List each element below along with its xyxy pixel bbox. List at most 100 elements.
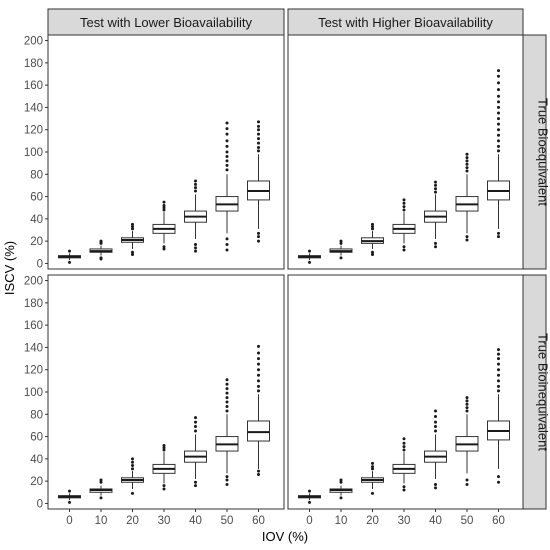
y-tick-label: 80 bbox=[30, 169, 43, 181]
outlier-point bbox=[225, 404, 229, 408]
panel-border bbox=[47, 274, 285, 510]
outlier-point bbox=[194, 179, 197, 183]
outlier-point bbox=[497, 480, 500, 484]
outlier-point bbox=[194, 189, 197, 193]
boxes bbox=[58, 154, 510, 501]
outlier-point bbox=[131, 253, 134, 257]
outlier-point bbox=[402, 208, 406, 212]
outlier-point bbox=[194, 425, 197, 429]
x-tick-label: 0 bbox=[66, 515, 72, 527]
outlier-point bbox=[257, 362, 260, 366]
outlier-point bbox=[131, 222, 134, 226]
outlier-point bbox=[225, 475, 229, 479]
y-tick-label: 0 bbox=[37, 258, 43, 270]
outlier-point bbox=[371, 222, 374, 226]
boxplot bbox=[247, 394, 270, 469]
outlier-point bbox=[225, 482, 229, 486]
outlier-point bbox=[194, 242, 197, 246]
outlier-point bbox=[225, 400, 229, 404]
panel-background bbox=[48, 35, 284, 269]
outlier-point bbox=[162, 206, 166, 210]
outlier-point bbox=[225, 144, 229, 148]
outlier-point bbox=[497, 235, 500, 239]
outlier-point bbox=[497, 74, 500, 78]
outlier-point bbox=[434, 241, 437, 245]
outlier-point bbox=[257, 137, 260, 141]
outlier-point bbox=[257, 124, 260, 128]
outlier-point bbox=[194, 186, 197, 190]
outlier-point bbox=[68, 500, 71, 504]
outlier-point bbox=[434, 420, 437, 424]
outlier-point bbox=[194, 246, 197, 250]
outlier-point bbox=[257, 357, 260, 361]
outlier-point bbox=[225, 154, 229, 158]
outlier-point bbox=[257, 146, 260, 150]
outlier-point bbox=[465, 162, 469, 166]
outlier-point bbox=[465, 478, 469, 482]
outlier-point bbox=[194, 429, 197, 433]
outlier-point bbox=[497, 389, 500, 393]
outlier-point bbox=[497, 379, 500, 383]
boxplot bbox=[424, 434, 447, 479]
column-strip bbox=[287, 8, 524, 36]
outlier-point bbox=[225, 242, 229, 246]
column-strip-label: Test with Higher Bioavailability bbox=[318, 15, 493, 30]
outlier-point bbox=[162, 446, 166, 450]
x-tick-label: 20 bbox=[366, 515, 379, 527]
outlier-point bbox=[257, 368, 260, 372]
panel-background bbox=[48, 275, 284, 509]
outlier-point bbox=[497, 133, 500, 137]
outlier-point bbox=[497, 231, 500, 235]
outlier-point bbox=[225, 139, 229, 143]
x-tick-label: 30 bbox=[398, 515, 411, 527]
outlier-point bbox=[162, 448, 166, 452]
outlier-point bbox=[194, 182, 197, 186]
x-tick-label: 0 bbox=[306, 515, 312, 527]
outlier-point bbox=[402, 488, 406, 492]
outlier-point bbox=[225, 378, 229, 382]
outlier-point bbox=[465, 482, 469, 486]
outlier-point bbox=[162, 487, 166, 491]
outlier-point bbox=[497, 81, 500, 85]
outlier-point bbox=[131, 227, 134, 231]
outlier-point bbox=[225, 396, 229, 400]
outlier-point bbox=[497, 362, 500, 366]
outlier-point bbox=[465, 396, 469, 400]
y-tick-label: 120 bbox=[24, 365, 43, 377]
outlier-point bbox=[465, 402, 469, 406]
outlier-point bbox=[402, 201, 406, 205]
outlier-point bbox=[465, 156, 469, 160]
box-iqr bbox=[247, 420, 270, 442]
outlier-point bbox=[434, 245, 437, 249]
boxplot bbox=[89, 485, 113, 496]
boxplot bbox=[121, 471, 144, 489]
outlier-point bbox=[131, 467, 134, 471]
y-tick-label: 140 bbox=[24, 342, 43, 354]
panel-frames bbox=[47, 34, 524, 510]
outlier-point bbox=[162, 208, 166, 212]
y-tick-label: 0 bbox=[37, 498, 43, 510]
outlier-point bbox=[257, 231, 260, 235]
y-tick-label: 120 bbox=[24, 125, 43, 137]
outlier-point bbox=[131, 457, 134, 461]
outlier-point bbox=[68, 489, 71, 493]
boxplot bbox=[152, 212, 176, 244]
boxplot bbox=[455, 414, 479, 474]
outlier-point bbox=[225, 163, 229, 167]
boxplot bbox=[424, 194, 447, 239]
outlier-point bbox=[339, 478, 343, 482]
outlier-point bbox=[497, 94, 500, 98]
outlier-point bbox=[465, 166, 469, 170]
outlier-point bbox=[194, 484, 197, 488]
boxplot bbox=[361, 471, 384, 489]
column-strip-label: Test with Lower Bioavailability bbox=[80, 15, 252, 30]
outlier-point bbox=[308, 249, 311, 253]
outlier-point bbox=[465, 159, 469, 163]
outlier-point bbox=[339, 239, 343, 243]
x-tick-label: 40 bbox=[429, 515, 442, 527]
outlier-point bbox=[257, 120, 260, 124]
outlier-point bbox=[225, 409, 229, 413]
outlier-point bbox=[162, 247, 166, 251]
panel-backgrounds bbox=[48, 35, 523, 509]
boxplot bbox=[361, 231, 384, 249]
